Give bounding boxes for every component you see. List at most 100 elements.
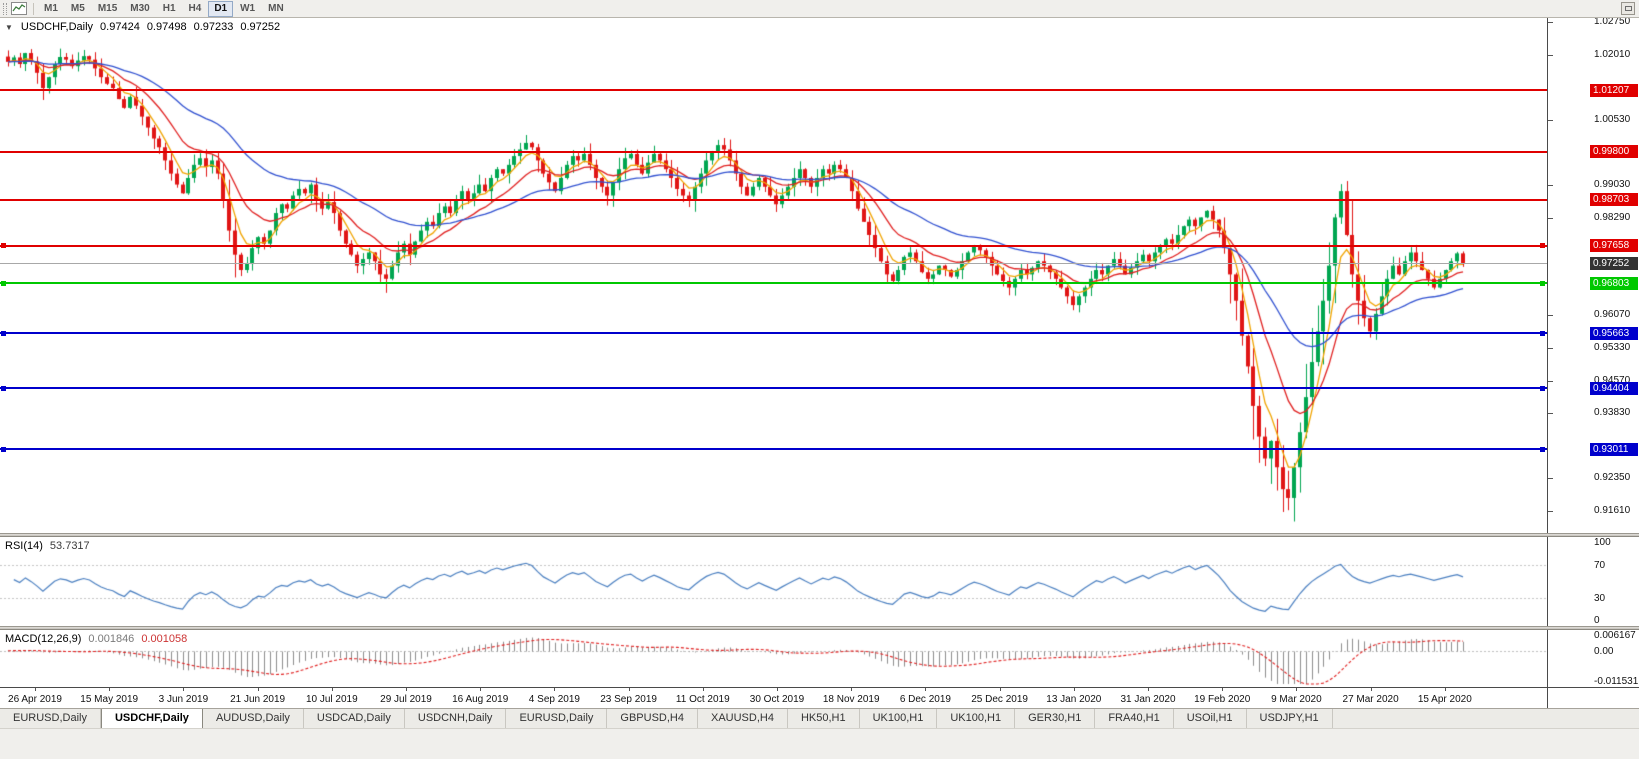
macd-axis-tick: -0.011531 xyxy=(1594,676,1639,687)
chart-tab-eurusd-daily[interactable]: EURUSD,Daily xyxy=(0,709,101,728)
chart-tab-usdcnh-daily[interactable]: USDCNH,Daily xyxy=(404,709,507,728)
pane-splitter[interactable] xyxy=(0,533,1639,537)
price-axis-tick: 0.92350 xyxy=(1594,472,1631,484)
rsi-value: 53.7317 xyxy=(49,540,90,552)
window-bottom-strip xyxy=(0,728,1639,759)
date-axis-label: 21 Jun 2019 xyxy=(230,694,286,705)
macd-pane[interactable]: MACD(12,26,9) 0.001846 0.001058 0.006167… xyxy=(0,630,1639,687)
price-axis-tickmark xyxy=(1548,54,1553,56)
timeframe-button-m1[interactable]: M1 xyxy=(44,2,58,14)
price-axis-tickmark xyxy=(1548,380,1553,382)
date-axis-tick xyxy=(851,688,853,691)
macd-axis-tick: 0.00 xyxy=(1594,645,1614,657)
macd-axis-tick: 0.006167 xyxy=(1594,630,1636,641)
date-axis-tick xyxy=(406,688,407,691)
chart-tab-ger30-h1[interactable]: GER30,H1 xyxy=(1015,709,1096,728)
chart-tab-usoil-h1[interactable]: USOil,H1 xyxy=(1173,709,1247,728)
rsi-axis: 100 70 30 0 xyxy=(1547,537,1639,626)
rsi-canvas[interactable] xyxy=(0,537,1547,626)
date-axis-tick xyxy=(35,688,36,691)
date-axis-label: 9 Mar 2020 xyxy=(1271,694,1322,705)
macd-signal-value: 0.001058 xyxy=(141,633,188,645)
timeframe-button-h4[interactable]: H4 xyxy=(188,2,202,14)
chart-tab-usdjpy-h1[interactable]: USDJPY,H1 xyxy=(1246,709,1333,728)
date-axis-label: 25 Dec 2019 xyxy=(971,694,1028,705)
chart-tab-fra40-h1[interactable]: FRA40,H1 xyxy=(1095,709,1174,728)
date-axis-label: 27 Mar 2020 xyxy=(1342,694,1399,705)
rsi-name: RSI(14) xyxy=(5,540,43,552)
date-axis-tick xyxy=(109,688,111,691)
date-axis-label: 29 Jul 2019 xyxy=(380,694,432,705)
rsi-axis-tick: 0 xyxy=(1594,615,1600,626)
timeframe-button-w1[interactable]: W1 xyxy=(240,2,256,14)
price-axis-tick: 0.96070 xyxy=(1594,309,1631,321)
ohlc-close: 0.97252 xyxy=(240,21,281,33)
price-level-badge: 0.98703 xyxy=(1590,193,1638,207)
date-axis-label: 15 May 2019 xyxy=(80,694,139,705)
chart-tab-xauusd-h4[interactable]: XAUUSD,H4 xyxy=(697,709,788,728)
chart-symbol-label: USDCHF,Daily xyxy=(20,21,94,33)
current-price-badge: 0.97252 xyxy=(1590,256,1638,270)
axis-corner xyxy=(1547,688,1639,708)
rsi-pane[interactable]: RSI(14) 53.7317 100 70 30 0 xyxy=(0,537,1639,626)
timeframe-button-m30[interactable]: M30 xyxy=(130,2,150,14)
price-axis-tickmark xyxy=(1548,347,1553,349)
chart-tab-hk50-h1[interactable]: HK50,H1 xyxy=(787,709,860,728)
macd-canvas[interactable] xyxy=(0,630,1547,687)
date-axis-label: 3 Jun 2019 xyxy=(158,694,209,705)
price-canvas[interactable] xyxy=(0,18,1547,533)
timeframe-button-d1[interactable]: D1 xyxy=(208,0,234,17)
price-axis-tickmark xyxy=(1548,478,1553,480)
date-axis-tick xyxy=(1296,688,1298,691)
price-axis-tick: 0.99030 xyxy=(1594,179,1631,191)
date-axis-label: 6 Dec 2019 xyxy=(899,694,951,705)
date-axis-label: 11 Oct 2019 xyxy=(675,694,730,705)
toolbar-separator xyxy=(33,2,34,15)
price-level-badge: 0.96803 xyxy=(1590,276,1638,290)
date-axis-tick xyxy=(1148,688,1149,691)
timeframe-button-h1[interactable]: H1 xyxy=(162,2,176,14)
price-axis-tickmark xyxy=(1548,217,1553,219)
chart-tab-usdcad-daily[interactable]: USDCAD,Daily xyxy=(303,709,405,728)
price-level-badge: 0.93011 xyxy=(1590,442,1638,456)
date-axis-tick xyxy=(925,688,927,691)
window-restore-button[interactable] xyxy=(1621,2,1635,15)
timeframe-button-mn[interactable]: MN xyxy=(268,2,284,14)
ohlc-high: 0.97498 xyxy=(146,21,187,33)
ohlc-readout: USDCHF,Daily 0.97424 0.97498 0.97233 0.9… xyxy=(5,21,280,33)
chart-tab-uk100-h1[interactable]: UK100,H1 xyxy=(859,709,938,728)
chart-tab-uk100-h1[interactable]: UK100,H1 xyxy=(937,709,1016,728)
date-axis-tick xyxy=(1370,688,1372,691)
price-level-badge: 0.94404 xyxy=(1590,381,1638,395)
date-axis-label: 30 Oct 2019 xyxy=(749,694,805,705)
macd-label: MACD(12,26,9) 0.001846 0.001058 xyxy=(5,633,187,645)
date-axis-tick xyxy=(480,688,482,691)
chart-icon[interactable] xyxy=(11,2,27,15)
chart-tab-audusd-daily[interactable]: AUDUSD,Daily xyxy=(202,709,304,728)
chart-tab-eurusd-daily[interactable]: EURUSD,Daily xyxy=(506,709,608,728)
chart-tab-gbpusd-h4[interactable]: GBPUSD,H4 xyxy=(607,709,698,728)
one-click-trading-icon[interactable] xyxy=(5,23,13,32)
price-level-badge: 0.97658 xyxy=(1590,239,1638,253)
rsi-axis-tick: 30 xyxy=(1594,593,1606,605)
timeframe-button-m15[interactable]: M15 xyxy=(97,2,118,14)
date-axis-label: 31 Jan 2020 xyxy=(1120,694,1176,705)
price-chart-pane[interactable]: USDCHF,Daily 0.97424 0.97498 0.97233 0.9… xyxy=(0,18,1639,533)
price-axis-tick: 0.91610 xyxy=(1594,504,1631,516)
price-axis-tickmark xyxy=(1548,119,1553,121)
date-axis-label: 4 Sep 2019 xyxy=(528,694,580,705)
pane-splitter[interactable] xyxy=(0,626,1639,630)
price-axis-tick: 1.02010 xyxy=(1594,48,1631,60)
date-axis[interactable]: 26 Apr 2019 15 May 2019 3 Jun 2019 21 Jun 2… xyxy=(0,687,1639,708)
price-axis[interactable]: 1.02750 1.02010 1.00530 0.99030 0.98290 0.960… xyxy=(1547,18,1639,533)
price-axis-tick: 0.93830 xyxy=(1594,407,1631,419)
chart-tab-usdchf-daily[interactable]: USDCHF,Daily xyxy=(100,709,203,728)
price-level-badge: 0.99800 xyxy=(1590,145,1638,159)
rsi-axis-tick: 70 xyxy=(1594,559,1606,571)
timeframe-button-m5[interactable]: M5 xyxy=(70,2,85,14)
date-axis-tick xyxy=(1222,688,1224,691)
price-axis-tickmark xyxy=(1548,315,1553,317)
macd-axis: 0.006167 0.00 -0.011531 xyxy=(1547,630,1639,687)
toolbar-grip[interactable] xyxy=(3,2,7,15)
